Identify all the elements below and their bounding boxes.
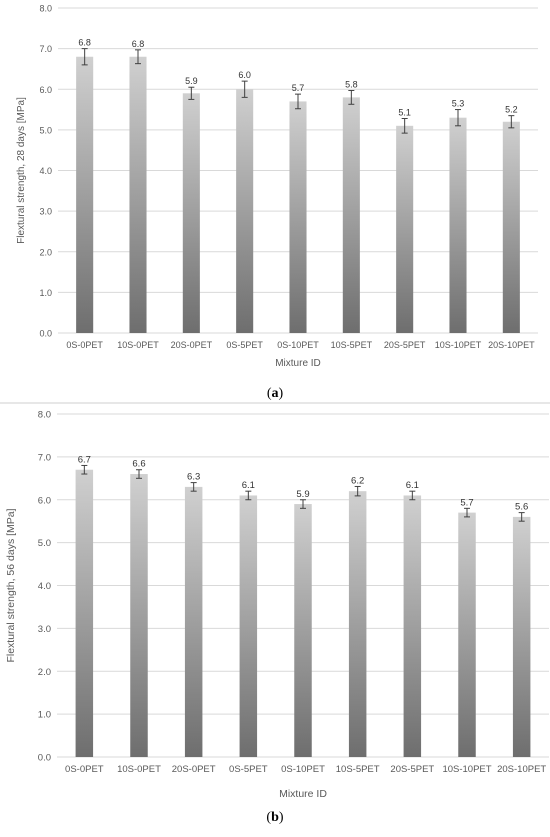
panel-b-xtick-label: 10S-5PET (336, 764, 380, 775)
panel-a-data-label: 5.3 (452, 99, 465, 109)
panel-a-ytick-label: 6.0 (39, 85, 52, 95)
panel-b-bar (239, 495, 258, 757)
panel-b-data-label: 6.1 (406, 480, 419, 491)
panel-b-bar (512, 516, 531, 757)
panel-b-chart: 0.0 1.0 2.0 3.0 4.0 5.0 6.0 7.0 8.0 6.7 0S-0PET 6.6… (5, 410, 549, 800)
panel-b-ytick-label: 7.0 (38, 452, 51, 463)
panel-b-y-axis-title: Flextural strength, 56 days [MPa] (5, 508, 17, 662)
panel-b-x-axis-title: Mixture ID (279, 788, 327, 800)
panel-a-data-label: 5.2 (505, 105, 518, 115)
panel-b-xtick-label: 20S-10PET (497, 764, 546, 775)
panel-a-ytick-label: 8.0 (39, 4, 52, 14)
panel-a-bar (342, 97, 360, 333)
panel-b-data-label: 5.6 (515, 502, 528, 513)
panel-a-xtick-label: 20S-5PET (384, 340, 426, 350)
panel-b-bar (348, 491, 367, 757)
panel-b-ytick-label: 1.0 (38, 710, 51, 721)
panel-a-chart: 0.0 1.0 2.0 3.0 4.0 5.0 6.0 7.0 8.0 6.8 0S-0PET 6.8… (16, 4, 538, 369)
panel-a-xtick-label: 0S-0PET (66, 340, 103, 350)
panel-b-xtick-label: 20S-5PET (390, 764, 434, 775)
panel-a-bar (182, 93, 200, 333)
panel-a-ytick-label: 5.0 (39, 125, 52, 135)
panel-b-ytick-label: 2.0 (38, 667, 51, 678)
panel-a-bar (236, 89, 254, 333)
panel-b-xtick-label: 20S-0PET (172, 764, 216, 775)
panel-a-y-axis-title: Flextural strength, 28 days [MPa] (16, 97, 27, 244)
panel-a-ytick-label: 7.0 (39, 44, 52, 54)
panel-b-bar (75, 469, 94, 757)
panel-b-xtick-label: 10S-10PET (442, 764, 491, 775)
panel-b-data-label: 5.9 (296, 489, 309, 500)
panel-b-letter: b (271, 810, 279, 825)
panel-a-bar (502, 121, 520, 333)
panel-b-data-label: 6.2 (351, 475, 364, 486)
panel-b-ytick-label: 4.0 (38, 581, 51, 592)
panel-b-ytick-label: 6.0 (38, 495, 51, 506)
panel-a-ytick-label: 3.0 (39, 207, 52, 217)
panel-a-xtick-label: 0S-10PET (277, 340, 319, 350)
panel-a-bar (289, 101, 307, 333)
panel-a-bar (396, 125, 414, 333)
panel-a-ytick-label: 1.0 (39, 288, 52, 298)
panel-b-data-label: 6.7 (78, 454, 91, 465)
panel-a-ytick-label: 2.0 (39, 247, 52, 257)
panel-a-data-label: 6.8 (132, 39, 145, 49)
panel-b-bar (294, 504, 312, 757)
panel-b-bar (458, 512, 476, 757)
panel-a-xtick-label: 20S-10PET (488, 340, 535, 350)
panel-b-data-label: 6.1 (242, 480, 255, 491)
panel-b-ytick-label: 5.0 (38, 538, 51, 549)
panel-a-xtick-label: 10S-10PET (435, 340, 482, 350)
panel-a-ytick-label: 4.0 (39, 166, 52, 176)
panel-b-ytick-label: 0.0 (38, 753, 51, 764)
panel-a-bar (129, 56, 147, 333)
panel-b-bar (184, 486, 203, 757)
panel-b-xtick-label: 0S-5PET (229, 764, 268, 775)
panel-b-xtick-label: 0S-0PET (65, 764, 104, 775)
panel-b-xtick-label: 10S-0PET (117, 764, 161, 775)
panel-a-caption: (a) (266, 386, 284, 401)
panel-a-data-label: 6.0 (238, 70, 251, 80)
panel-b-caption: (b) (266, 810, 284, 825)
panel-a-ytick-label: 0.0 (39, 329, 52, 339)
panel-b-data-label: 6.3 (187, 472, 200, 483)
panel-a-data-label: 5.9 (185, 76, 198, 86)
panel-b-xtick-label: 0S-10PET (281, 764, 325, 775)
panel-a-xtick-label: 20S-0PET (171, 340, 213, 350)
panel-a-xtick-label: 10S-5PET (331, 340, 373, 350)
panel-a-data-label: 6.8 (78, 38, 91, 48)
panel-b-bar (403, 495, 422, 757)
panel-a-bar (76, 56, 94, 333)
panel-a-x-axis-title: Mixture ID (275, 358, 321, 369)
panel-b-data-label: 5.7 (460, 497, 473, 508)
panel-b-ytick-label: 3.0 (38, 624, 51, 635)
panel-b-ytick-label: 8.0 (38, 410, 51, 421)
panel-a-data-label: 5.1 (398, 108, 411, 118)
panel-a-bar (449, 117, 467, 333)
panel-a-data-label: 5.7 (292, 83, 305, 93)
panel-a-letter: a (271, 386, 279, 401)
panel-b-data-label: 6.6 (132, 459, 145, 470)
panel-a-data-label: 5.8 (345, 79, 358, 89)
panel-a-xtick-label: 10S-0PET (117, 340, 159, 350)
panel-b-bar (130, 474, 148, 757)
panel-a-xtick-label: 0S-5PET (226, 340, 263, 350)
